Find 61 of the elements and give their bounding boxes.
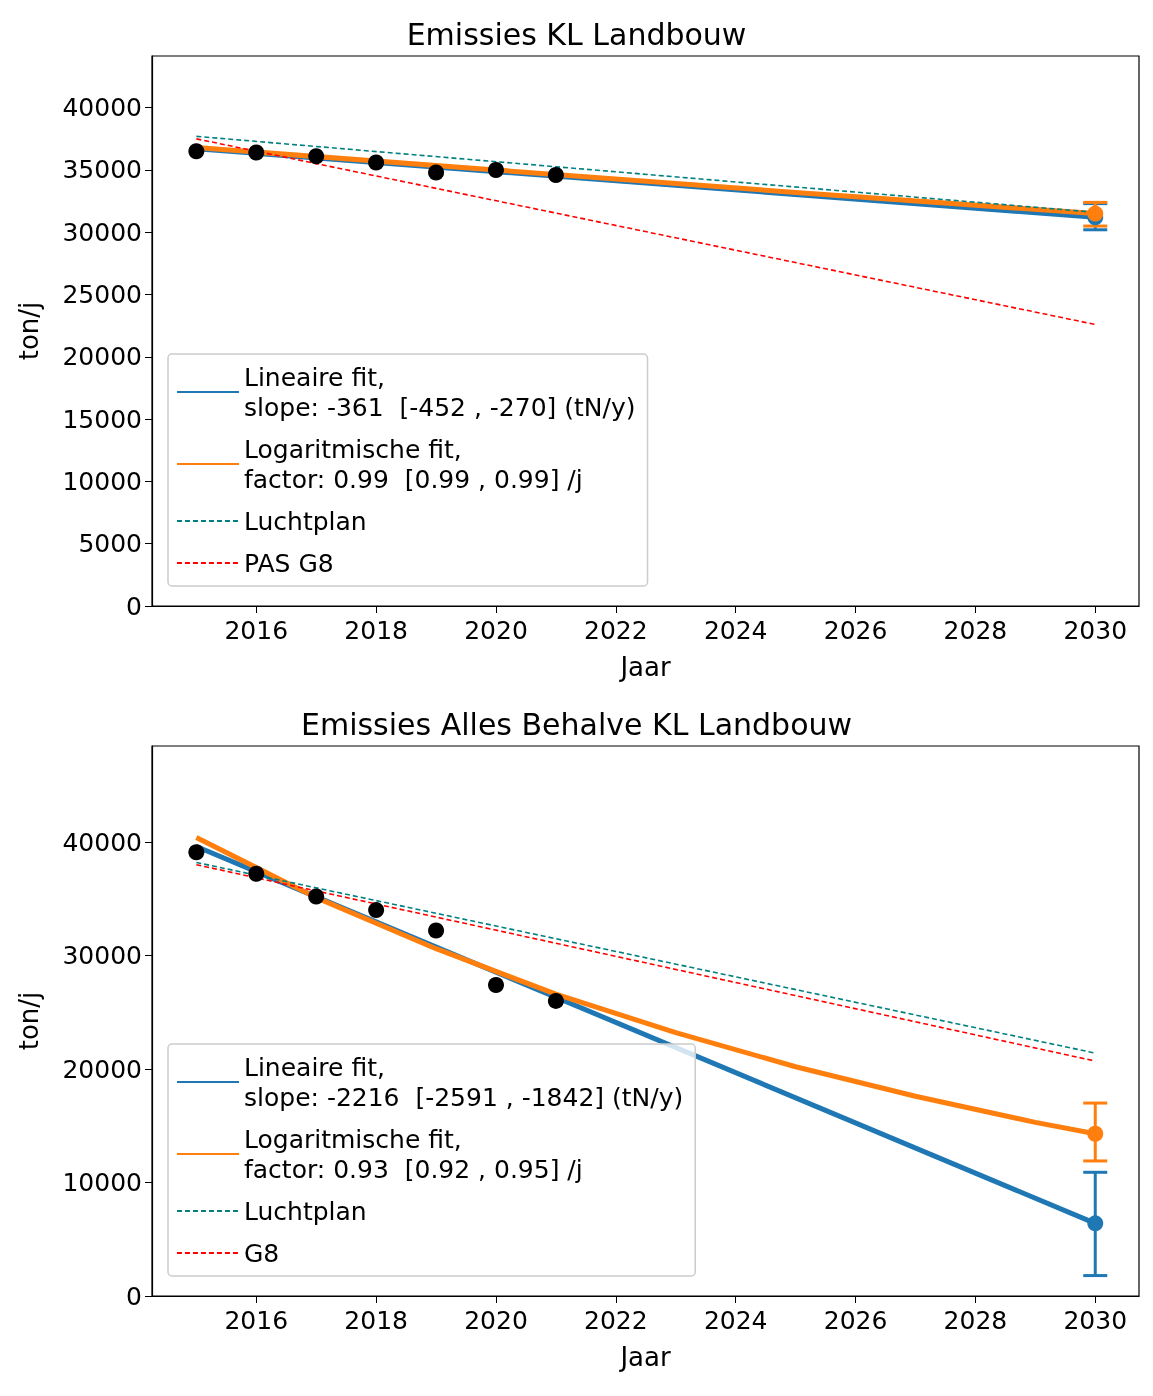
point — [1087, 1215, 1104, 1232]
chart-title: Emissies KL Landbouw — [406, 16, 747, 52]
x-tick-label: 2020 — [464, 1306, 528, 1335]
legend-label: Lineaire fit, slope: -361 [-452 , -270] (tN/y) — [244, 362, 636, 422]
x-tick-label: 2024 — [703, 1306, 768, 1335]
y-tick-label: 10000 — [62, 1168, 142, 1197]
y-tick-label: 20000 — [62, 1054, 142, 1084]
y-tick-label: 0 — [126, 1281, 142, 1311]
x-tick-label: 2018 — [344, 616, 408, 645]
x-tick-label: 2022 — [584, 616, 648, 645]
legend-label: PAS G8 — [244, 548, 334, 578]
point — [428, 164, 445, 181]
legend-label: Luchtplan — [244, 506, 367, 536]
y-tick-label: 40000 — [62, 827, 142, 857]
point — [188, 844, 205, 861]
point — [368, 902, 385, 919]
y-tick-label: 25000 — [62, 280, 142, 310]
point — [248, 144, 265, 161]
y-tick-label: 30000 — [62, 941, 142, 971]
y-tick-label: 5000 — [78, 529, 142, 559]
legend-label: Logaritmische fit, factor: 0.99 [0.99 , 0.99] /j — [244, 434, 583, 494]
x-tick-label: 2016 — [224, 1306, 289, 1335]
legend-label: Logaritmische fit, factor: 0.93 [0.92 , 0.95] /j — [244, 1124, 583, 1184]
y-axis-title: ton/j — [14, 991, 44, 1051]
legend-label: Luchtplan — [244, 1196, 367, 1226]
point — [248, 865, 265, 882]
x-tick-label: 2026 — [823, 1306, 888, 1335]
y-axis-title: ton/j — [14, 301, 44, 361]
y-tick-label: 10000 — [62, 466, 142, 496]
x-tick-label: 2020 — [464, 616, 528, 645]
x-tick-label: 2022 — [584, 1306, 648, 1335]
legend-label: G8 — [244, 1238, 280, 1268]
point — [547, 166, 564, 183]
point — [1087, 205, 1104, 222]
x-tick-label: 2030 — [1063, 616, 1128, 645]
y-tick-label: 35000 — [62, 155, 142, 185]
x-tick-label: 2016 — [224, 616, 289, 645]
point — [188, 143, 205, 160]
x-tick-label: 2024 — [703, 616, 768, 645]
point — [488, 161, 504, 178]
point — [488, 977, 504, 994]
point — [547, 992, 564, 1009]
point — [428, 922, 445, 939]
x-tick-label: 2030 — [1063, 1306, 1128, 1335]
y-tick-label: 0 — [126, 591, 142, 621]
y-tick-label: 40000 — [62, 93, 142, 123]
chart-title: Emissies Alles Behalve KL Landbouw — [300, 706, 853, 742]
x-tick-label: 2026 — [823, 616, 888, 645]
point — [1087, 1125, 1104, 1142]
x-tick-label: 2018 — [344, 1306, 408, 1335]
y-tick-label: 15000 — [62, 404, 142, 434]
x-tick-label: 2028 — [943, 616, 1008, 645]
legend-label: Lineaire fit, slope: -2216 [-2591 , -1842] (tN/y) — [244, 1052, 684, 1112]
x-tick-label: 2028 — [943, 1306, 1008, 1335]
point — [368, 154, 385, 171]
y-tick-label: 20000 — [62, 342, 142, 372]
x-axis-title: Jaar — [618, 1342, 671, 1372]
y-tick-label: 30000 — [62, 217, 142, 247]
point — [308, 148, 325, 165]
x-axis-title: Jaar — [618, 652, 671, 682]
point — [308, 888, 325, 905]
